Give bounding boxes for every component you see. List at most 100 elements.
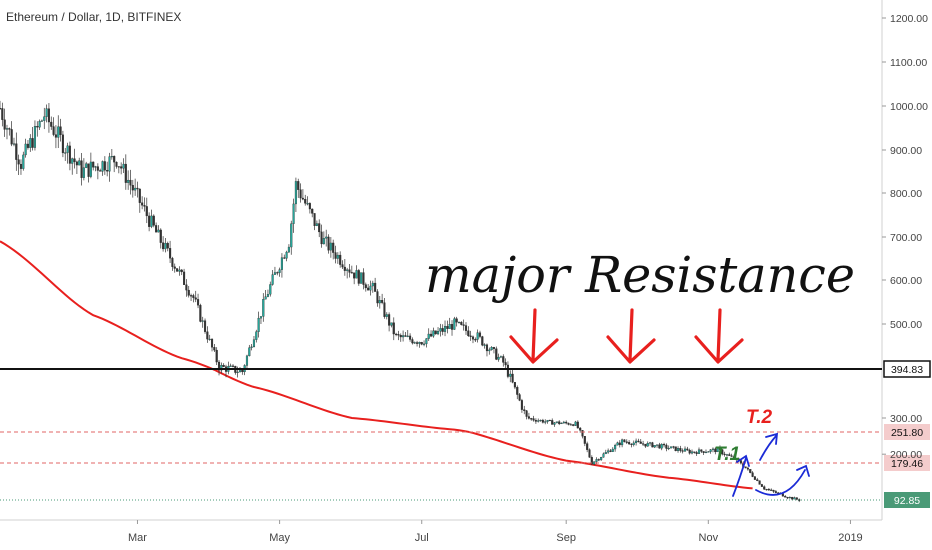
candle-body <box>99 170 102 172</box>
candle-body <box>367 287 370 291</box>
candle-body <box>269 284 272 295</box>
t2-label: T.2 <box>746 407 772 428</box>
candle-body <box>539 419 542 422</box>
candle-body <box>199 305 202 322</box>
candle-body <box>1 108 4 120</box>
candle-body <box>560 422 563 425</box>
candle-body <box>700 449 703 452</box>
candle-body <box>586 443 589 450</box>
candle-body <box>758 480 761 485</box>
candle-body <box>616 442 619 446</box>
candle-body <box>31 138 34 148</box>
candle-body <box>770 489 773 491</box>
candle-body <box>455 318 458 323</box>
candle-body <box>80 160 83 178</box>
candle-body <box>327 236 330 251</box>
candle-body <box>553 422 556 425</box>
candle-body <box>763 486 766 490</box>
candle-body <box>196 299 200 306</box>
candle-body <box>255 331 258 340</box>
moving-average-line <box>0 240 753 490</box>
candle-body <box>686 448 689 451</box>
candle-body <box>178 269 181 272</box>
down-arrow-icon <box>694 308 744 364</box>
candle-body <box>516 387 519 395</box>
candle-body <box>19 163 23 169</box>
candle-body <box>157 229 160 233</box>
candle-body <box>611 448 614 452</box>
candle-body <box>171 258 174 267</box>
candle-body <box>409 335 412 340</box>
candle-body <box>621 439 624 446</box>
candle-body <box>378 300 381 304</box>
candle-body <box>723 453 726 455</box>
candle-body <box>399 335 402 338</box>
candle-body <box>222 364 225 367</box>
candle-body <box>29 138 32 148</box>
candle-body <box>569 424 572 426</box>
candle-body <box>756 479 759 481</box>
candle-body <box>537 420 540 422</box>
candle-body <box>607 450 610 453</box>
candle-body <box>658 444 661 449</box>
candle-body <box>690 451 694 454</box>
candle-body <box>476 332 479 340</box>
candle-body <box>71 158 74 164</box>
candle-body <box>497 356 500 360</box>
candle-body <box>238 369 242 373</box>
candle-body <box>103 161 106 171</box>
candle-body <box>106 170 109 172</box>
candle-body <box>38 121 41 128</box>
candle-body <box>471 336 475 340</box>
y-tick-label: 500.00 <box>890 319 922 331</box>
candle-body <box>469 335 472 337</box>
candle-body <box>96 166 99 171</box>
candle-body <box>150 215 153 227</box>
candle-body <box>590 457 593 465</box>
candle-body <box>385 314 388 317</box>
candle-body <box>12 143 16 145</box>
candle-body <box>343 266 346 271</box>
candle-body <box>332 242 335 253</box>
candle-body <box>362 272 365 285</box>
candle-body <box>192 295 195 298</box>
candle-body <box>194 297 197 300</box>
candle-body <box>667 447 670 450</box>
candle-body <box>392 322 395 335</box>
y-tick-label: 900.00 <box>890 145 922 157</box>
candle-body <box>630 443 633 445</box>
candle-body <box>145 206 148 217</box>
candle-body <box>50 121 53 127</box>
candle-body <box>82 167 85 178</box>
candle-body <box>625 441 628 443</box>
candle-body <box>674 446 677 452</box>
candle-body <box>523 409 526 411</box>
candle-body <box>513 382 516 388</box>
candle-body <box>66 145 69 153</box>
down-arrow-icon <box>509 308 559 364</box>
candle-body <box>162 242 165 250</box>
candle-body <box>721 449 724 455</box>
candle-body <box>143 205 146 207</box>
price-tag-label: 251.80 <box>891 427 923 439</box>
candle-body <box>464 325 468 331</box>
candle-body <box>572 424 575 426</box>
candle-body <box>746 467 749 470</box>
candle-body <box>767 489 770 491</box>
candle-body <box>525 410 528 417</box>
candle-body <box>134 187 137 191</box>
candle-body <box>68 145 71 164</box>
candle-body <box>663 444 666 446</box>
candle-body <box>369 285 372 291</box>
candle-body <box>8 128 11 130</box>
candle-body <box>190 295 193 297</box>
candle-body <box>108 156 111 172</box>
candle-body <box>299 189 302 199</box>
candle-body <box>488 349 491 352</box>
candle-body <box>732 456 735 460</box>
candle-body <box>381 300 384 303</box>
candle-body <box>709 449 712 452</box>
candle-body <box>280 257 283 270</box>
y-tick-label: 1200.00 <box>890 13 928 25</box>
